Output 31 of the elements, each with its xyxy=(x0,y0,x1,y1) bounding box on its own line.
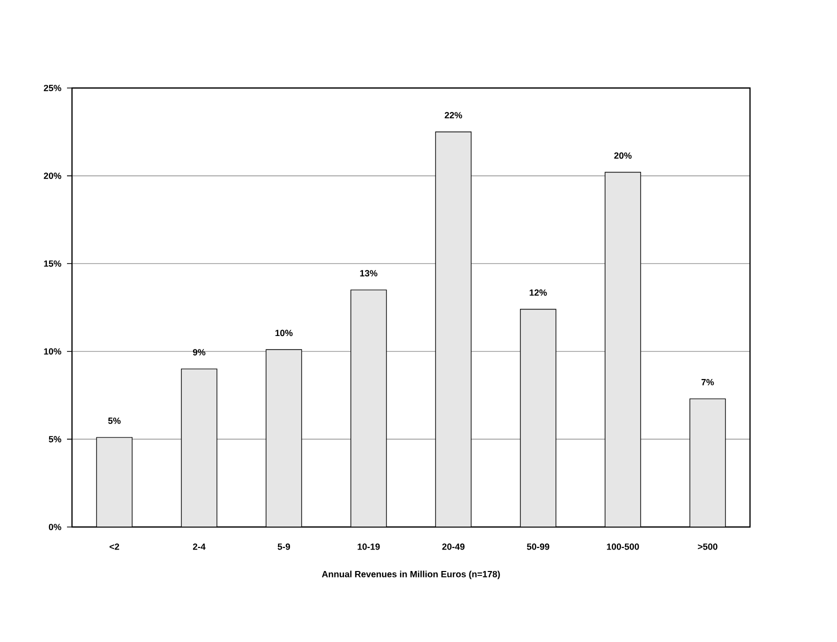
bar xyxy=(435,132,472,527)
x-tick-label: 5-9 xyxy=(278,544,290,550)
x-tick-label: 10-19 xyxy=(358,544,380,550)
x-axis-title: Annual Revenues in Million Euros (n=178) xyxy=(322,570,500,580)
y-tick-label: 15% xyxy=(44,260,62,267)
y-tick-label: 20% xyxy=(44,172,62,179)
data-label: 9% xyxy=(192,349,206,356)
y-tick-label: 5% xyxy=(48,436,62,442)
data-label: 7% xyxy=(702,378,714,386)
y-tick-label: 0% xyxy=(48,524,62,530)
data-label: 20% xyxy=(614,152,632,159)
data-label: 22% xyxy=(444,112,462,118)
x-tick-label: 50-99 xyxy=(526,544,550,550)
x-tick-label: <2 xyxy=(110,544,120,550)
data-label: 10% xyxy=(275,330,293,336)
y-tick-label: 10% xyxy=(44,348,62,355)
x-tick-label: 20-49 xyxy=(442,544,465,550)
x-tick-label: >500 xyxy=(698,544,718,550)
bar xyxy=(266,349,302,527)
bar xyxy=(604,172,642,527)
data-label: 12% xyxy=(530,289,547,296)
bar xyxy=(96,437,133,527)
bar xyxy=(180,368,218,527)
x-tick-label: 2-4 xyxy=(192,544,206,550)
y-tick-label: 25% xyxy=(44,84,62,92)
data-label: 5% xyxy=(108,418,121,424)
bar xyxy=(689,398,726,527)
x-tick-label: 100-500 xyxy=(606,544,639,550)
bar xyxy=(350,290,387,527)
data-label: 13% xyxy=(360,270,378,276)
bar xyxy=(520,308,556,527)
